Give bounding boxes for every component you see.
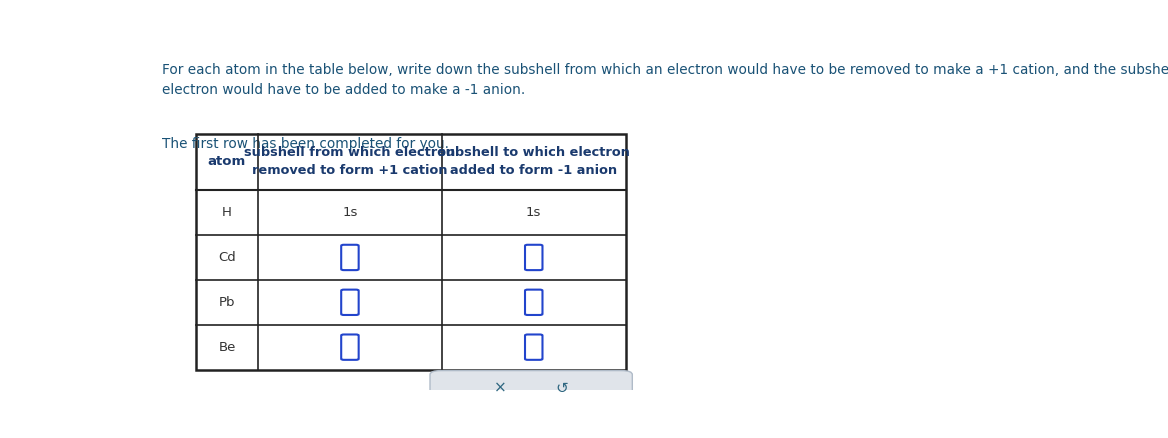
FancyBboxPatch shape	[341, 290, 359, 315]
FancyBboxPatch shape	[341, 335, 359, 360]
Text: 1s: 1s	[342, 206, 357, 219]
Text: subshell from which electron
removed to form +1 cation: subshell from which electron removed to …	[244, 146, 456, 177]
Text: For each atom in the table below, write down the subshell from which an electron: For each atom in the table below, write …	[162, 63, 1168, 97]
FancyBboxPatch shape	[524, 335, 542, 360]
Text: Cd: Cd	[218, 251, 236, 264]
Text: Be: Be	[218, 341, 236, 353]
FancyBboxPatch shape	[524, 245, 542, 270]
Text: The first row has been completed for you.: The first row has been completed for you…	[162, 137, 450, 151]
Text: Pb: Pb	[218, 296, 235, 309]
Text: H: H	[222, 206, 232, 219]
FancyBboxPatch shape	[430, 371, 632, 406]
FancyBboxPatch shape	[524, 290, 542, 315]
Text: 1s: 1s	[526, 206, 542, 219]
Text: ↺: ↺	[556, 381, 569, 396]
FancyBboxPatch shape	[341, 245, 359, 270]
Text: atom: atom	[208, 155, 246, 168]
Text: ×: ×	[494, 381, 507, 396]
Bar	[196, 134, 626, 370]
Text: subshell to which electron
added to form -1 anion: subshell to which electron added to form…	[438, 146, 630, 177]
